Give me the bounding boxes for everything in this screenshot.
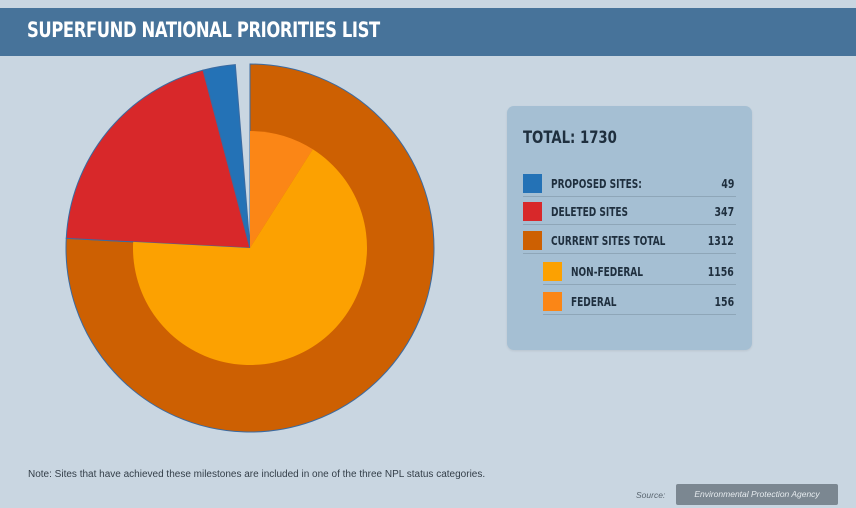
legend-item-non-federal: NON-FEDERAL 1156 [543,260,736,285]
pie-chart-svg [65,63,435,433]
legend-value: 347 [714,204,734,219]
legend-label: NON-FEDERAL [571,264,643,279]
legend-item-proposed-sites: PROPOSED SITES: 49 [523,172,736,197]
legend-panel: TOTAL: 1730 PROPOSED SITES: 49 DELETED S… [507,106,752,350]
legend-total: TOTAL: 1730 [523,128,617,148]
legend-swatch [543,262,562,281]
legend-value: 1156 [707,264,734,279]
source-link[interactable]: Environmental Protection Agency [676,484,838,505]
legend-label: FEDERAL [571,294,617,309]
pie-slice-deleted-sites [65,69,251,249]
pie-slice-non-federal [133,149,367,366]
footnote: Note: Sites that have achieved these mil… [28,469,486,480]
legend-value: 1312 [707,233,734,248]
legend-value: 49 [720,176,734,191]
legend-label: CURRENT SITES TOTAL [551,233,666,248]
legend-item-deleted-sites: DELETED SITES 347 [523,200,736,225]
page-title: SUPERFUND NATIONAL PRIORITIES LIST [27,18,380,42]
legend-item-current-sites-total: CURRENT SITES TOTAL 1312 [523,229,736,254]
legend-item-federal: FEDERAL 156 [543,290,736,315]
pie-slice-proposed-sites [202,64,251,249]
legend-swatch [523,174,542,193]
pie-chart [64,62,436,434]
legend-label: PROPOSED SITES: [551,176,642,191]
pie-slice-federal [250,131,313,248]
page-header: SUPERFUND NATIONAL PRIORITIES LIST [0,8,856,56]
legend-swatch [523,202,542,221]
legend-swatch [523,231,542,250]
legend-swatch [543,292,562,311]
source-label: Source: [636,490,666,500]
legend-value: 156 [714,294,734,309]
pie-slice-current-sites-total [65,63,435,433]
legend-label: DELETED SITES [551,204,628,219]
